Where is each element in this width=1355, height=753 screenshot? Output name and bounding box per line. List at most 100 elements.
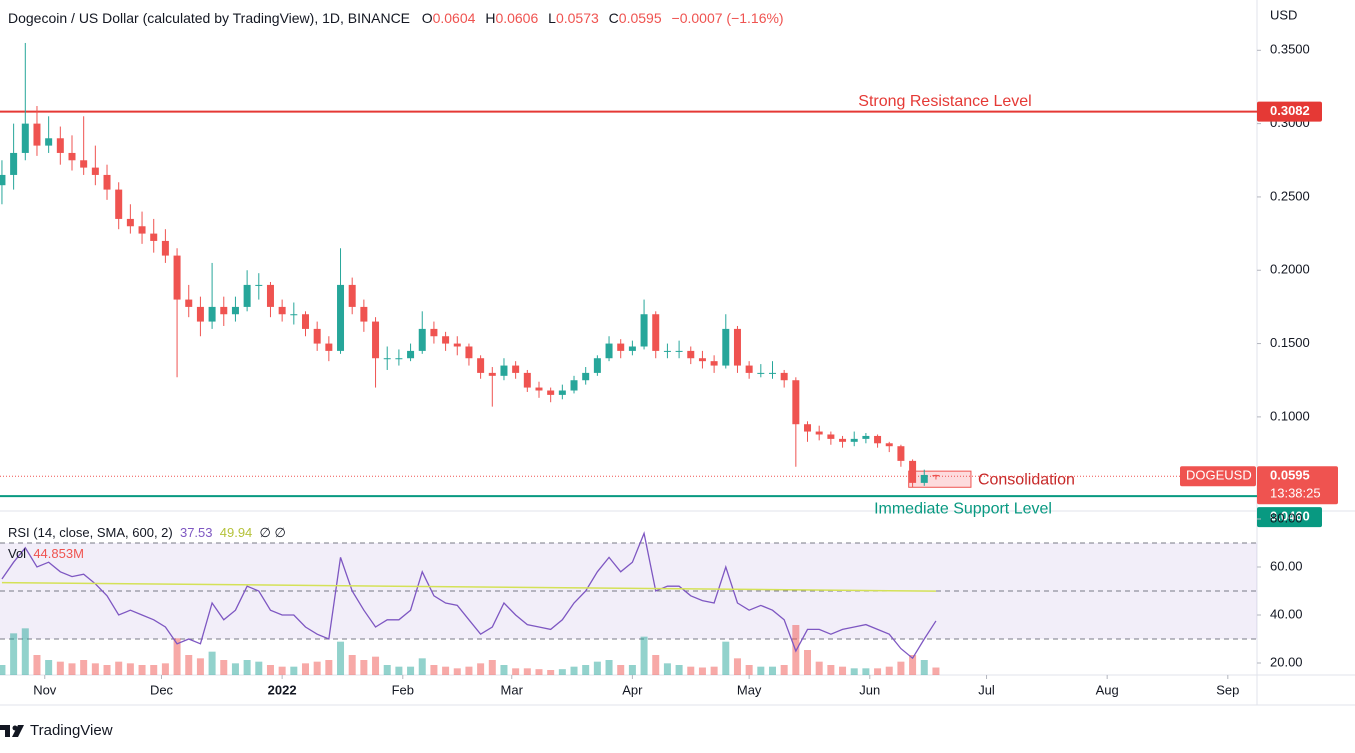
candle-body xyxy=(500,365,508,376)
candle-body xyxy=(337,284,345,351)
volume-bar xyxy=(535,669,543,675)
candle-body xyxy=(138,226,146,234)
candle-body xyxy=(617,343,625,351)
volume-bar xyxy=(185,655,193,675)
volume-bar xyxy=(640,636,648,675)
x-tick-label: Jun xyxy=(859,682,880,697)
candle-body xyxy=(91,167,99,175)
countdown: 13:38:25 xyxy=(1270,486,1321,501)
x-tick-label: Jul xyxy=(978,682,995,697)
volume-bar xyxy=(360,660,368,675)
candle-body xyxy=(874,435,882,444)
candle-body xyxy=(792,380,800,425)
candle-body xyxy=(325,343,333,351)
candle-body xyxy=(372,321,380,359)
rsi-extra: ∅ ∅ xyxy=(259,525,286,540)
volume-bar xyxy=(628,665,636,675)
last-price-box xyxy=(1257,466,1338,505)
x-tick-label: Apr xyxy=(622,682,643,697)
volume-bar xyxy=(278,666,286,675)
currency: USD xyxy=(1270,7,1297,22)
candle-body xyxy=(161,240,169,256)
x-tick-label: Mar xyxy=(501,682,524,697)
volume-bar xyxy=(582,665,590,675)
consolidation-label: Consolidation xyxy=(978,471,1075,488)
candle-body xyxy=(640,314,648,347)
volume-bar xyxy=(874,668,882,675)
volume-bar xyxy=(91,663,99,675)
candle-body xyxy=(768,372,776,374)
candle-body xyxy=(103,174,111,190)
candle-body xyxy=(547,390,555,395)
volume-bar xyxy=(150,665,158,675)
volume-bar xyxy=(477,663,485,675)
volume-bar xyxy=(196,658,204,675)
volume-bar xyxy=(21,628,29,675)
candle-body xyxy=(33,123,41,146)
candle-body xyxy=(628,346,636,351)
ohlc-value: 0.0606 xyxy=(495,10,539,26)
candle-body xyxy=(56,138,64,153)
volume-bar xyxy=(839,666,847,675)
volume-bar xyxy=(909,655,917,675)
candle-body xyxy=(348,284,356,307)
candle-body xyxy=(418,328,426,351)
volume-bar xyxy=(897,661,905,675)
volume-name: Vol xyxy=(8,546,27,561)
volume-bar xyxy=(442,666,450,675)
x-tick-label: 2022 xyxy=(268,682,297,697)
candle-body xyxy=(231,306,239,315)
candle-body xyxy=(150,233,158,241)
volume-bar xyxy=(523,668,531,675)
volume-bar xyxy=(33,655,41,675)
volume-bar xyxy=(932,667,940,675)
candle-body xyxy=(804,424,812,432)
candle-body xyxy=(570,380,578,391)
x-tick-label: Dec xyxy=(150,682,174,697)
candle-body xyxy=(220,306,228,315)
candle-body xyxy=(815,431,823,435)
candle-body xyxy=(652,314,660,351)
volume-bar xyxy=(850,668,858,675)
candle-body xyxy=(442,336,450,344)
consolidation-box xyxy=(908,470,972,488)
volume-bar xyxy=(0,665,6,675)
volume-bar xyxy=(465,666,473,675)
candle-body xyxy=(897,446,905,461)
volume-bar xyxy=(10,633,18,675)
rsi-legend: RSI (14, close, SMA, 600, 2) 37.53 49.94… xyxy=(8,525,286,541)
legend-header: Dogecoin / US Dollar (calculated by Trad… xyxy=(8,10,790,26)
candle-body xyxy=(675,350,683,352)
volume-bar xyxy=(80,660,88,675)
volume-bar xyxy=(290,666,298,675)
volume-bar xyxy=(231,663,239,675)
volume-bar xyxy=(885,666,893,675)
volume-bar xyxy=(617,665,625,675)
volume-bar xyxy=(266,665,274,675)
candle-body xyxy=(512,365,520,373)
volume-bar xyxy=(418,658,426,675)
candle-body xyxy=(407,350,415,359)
volume-bar xyxy=(675,665,683,675)
candle-body xyxy=(45,138,53,146)
candle-body xyxy=(523,372,531,388)
volume-legend: Vol 44.853M xyxy=(8,546,84,561)
candle-body xyxy=(0,174,6,186)
candle-body xyxy=(885,443,893,447)
support-price: 0.0460 xyxy=(1270,509,1310,524)
volume-bar xyxy=(301,663,309,675)
candle-body xyxy=(605,343,613,359)
candle-body xyxy=(733,328,741,366)
volume-bar xyxy=(453,668,461,675)
candle-body xyxy=(477,358,485,373)
volume-bar xyxy=(698,667,706,675)
volume-bar xyxy=(68,663,76,675)
candle-body xyxy=(301,314,309,329)
volume-bar xyxy=(126,663,134,675)
rsi-sma-line xyxy=(1,581,936,592)
candle-body xyxy=(290,314,298,316)
candle-body xyxy=(395,358,403,360)
candle-body xyxy=(909,460,917,483)
volume-bar xyxy=(430,665,438,675)
